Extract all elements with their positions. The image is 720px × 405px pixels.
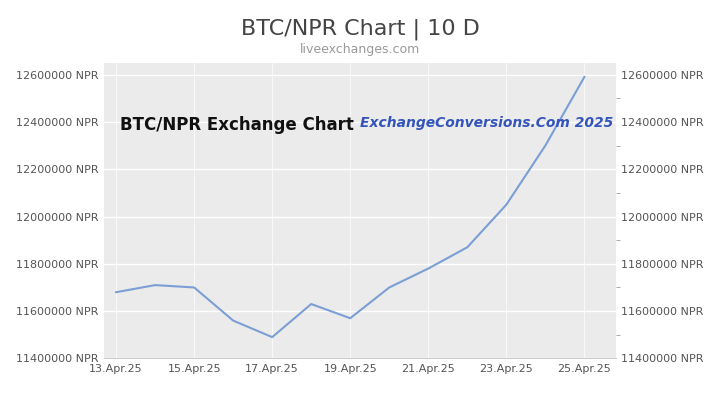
Text: BTC/NPR Chart | 10 D: BTC/NPR Chart | 10 D [240,18,480,40]
Text: liveexchanges.com: liveexchanges.com [300,43,420,55]
Text: ExchangeConversions.Com 2025: ExchangeConversions.Com 2025 [360,116,613,130]
Text: BTC/NPR Exchange Chart: BTC/NPR Exchange Chart [120,116,354,134]
